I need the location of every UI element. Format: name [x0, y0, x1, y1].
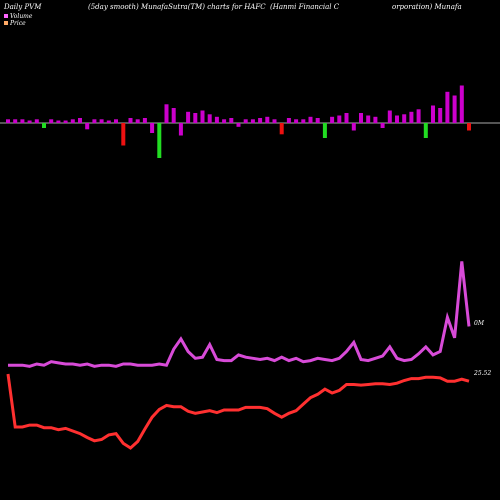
- legend-price-label: Price: [9, 20, 26, 27]
- pvm-bar: [114, 119, 118, 124]
- pvm-bar: [452, 95, 457, 123]
- pvm-bar: [85, 123, 90, 130]
- header-mid: (5day smooth) MunafaSutra(TM) charts for…: [88, 3, 266, 11]
- pvm-bar: [150, 123, 155, 133]
- price-line: [6, 373, 470, 450]
- price-end-label: 25.52: [473, 370, 491, 377]
- pvm-bar: [193, 113, 198, 123]
- volume-line: [8, 261, 471, 368]
- pvm-bar: [467, 123, 471, 131]
- pvm-bar: [142, 118, 147, 123]
- pvm-bar: [56, 120, 61, 123]
- pvm-bar: [207, 114, 212, 124]
- pvm-bar: [294, 119, 299, 124]
- pvm-bar: [308, 116, 313, 124]
- pvm-bar: [63, 120, 68, 123]
- pvm-bar: [157, 123, 162, 158]
- pvm-bar: [121, 123, 126, 146]
- pvm-bar: [459, 85, 464, 123]
- pvm-bar: [423, 123, 428, 138]
- pvm-bar: [49, 119, 54, 124]
- header-right: (Hanmi Financial C: [270, 3, 340, 11]
- pvm-bar: [164, 104, 169, 124]
- pvm-bar: [99, 119, 104, 124]
- pvm-bar: [279, 123, 284, 135]
- pvm-bar: [128, 118, 133, 123]
- pvm-bar: [171, 108, 176, 123]
- pvm-bar: [344, 113, 349, 123]
- pvm-bar: [315, 118, 320, 123]
- pvm-bar: [387, 110, 392, 123]
- header-left: Daily PVM: [3, 3, 42, 11]
- pvm-bar: [135, 119, 140, 124]
- pvm-bar: [200, 110, 205, 123]
- pvm-bar: [186, 111, 191, 124]
- pvm-bar: [301, 119, 306, 124]
- pvm-bar: [416, 109, 421, 124]
- pvm-bar: [243, 119, 248, 124]
- pvm-bar: [402, 114, 407, 124]
- pvm-bar: [330, 116, 335, 124]
- pvm-bar: [395, 115, 399, 123]
- pvm-bar: [445, 91, 450, 124]
- pvm-bar: [178, 123, 183, 136]
- pvm-bar: [351, 123, 356, 131]
- pvm-bar: [27, 120, 32, 123]
- pvm-bar: [438, 108, 443, 123]
- pvm-bar: [272, 119, 277, 124]
- pvm-bar: [92, 119, 97, 124]
- volume-end-label: 0M: [474, 320, 485, 327]
- pvm-bar: [229, 118, 234, 123]
- pvm-bar: [13, 119, 18, 124]
- pvm-bar: [409, 111, 414, 124]
- pvm-bar: [78, 118, 82, 123]
- pvm-bar: [359, 113, 363, 123]
- pvm-bar: [265, 116, 270, 124]
- pvm-bar: [380, 123, 385, 128]
- pvm-bar: [70, 119, 75, 124]
- pvm-bar: [373, 116, 378, 124]
- legend-volume-swatch: [4, 14, 8, 18]
- pvm-bar: [222, 119, 227, 124]
- pvm-bar: [106, 120, 111, 123]
- pvm-bar: [250, 119, 255, 124]
- pvm-bar: [322, 123, 327, 138]
- pvm-bar: [286, 118, 291, 123]
- pvm-bar: [6, 119, 10, 124]
- pvm-bar: [258, 118, 263, 123]
- pvm-bars: [6, 85, 471, 158]
- pvm-bar: [366, 115, 371, 123]
- header-far-right: orporation) Munafa: [392, 3, 462, 11]
- pvm-bar: [236, 123, 241, 127]
- pvm-bar: [337, 115, 342, 123]
- pvm-bar: [431, 105, 435, 123]
- pvm-bar: [20, 119, 25, 124]
- legend-volume-label: Volume: [10, 13, 33, 20]
- legend-price-swatch: [4, 21, 8, 25]
- pvm-bar: [214, 116, 219, 124]
- pvm-bar: [42, 123, 46, 128]
- pvm-bar: [34, 119, 39, 124]
